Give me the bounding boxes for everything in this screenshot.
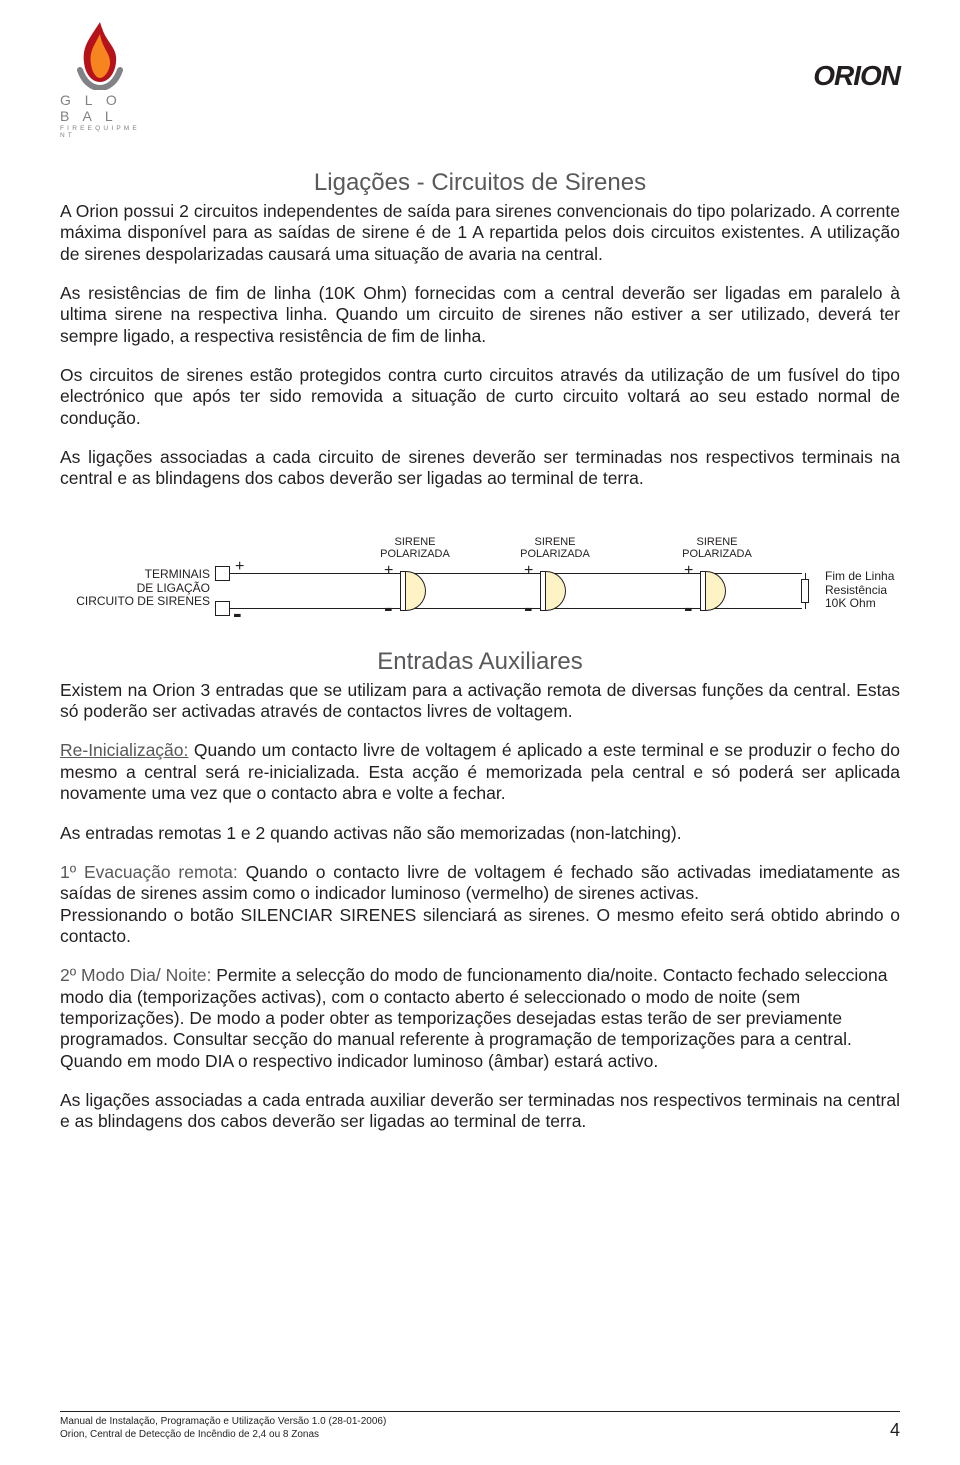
section1-p1: A Orion possui 2 circuitos independentes… [60,201,900,265]
page-footer: Manual de Instalação, Programação e Util… [60,1411,900,1441]
terminal-minus: - [233,598,242,629]
siren-circuit-diagram: TERMINAIS DE LIGAÇÃO CIRCUITO DE SIRENES… [60,508,900,638]
eol-resistor [801,579,809,603]
section2-p1: Existem na Orion 3 entradas que se utili… [60,680,900,723]
siren1-plus: + [384,562,393,580]
section2-p4: 1º Evacuação remota: Quando o contacto l… [60,862,900,947]
footer-line1: Manual de Instalação, Programação e Util… [60,1416,386,1427]
siren2-shape [546,571,566,611]
reinit-head: Re-Inicialização: [60,740,188,760]
eol-label: Fim de Linha Resistência 10K Ohm [825,570,925,611]
daynight-head: 2º Modo Dia/ Noite: [60,965,211,985]
logo-text: G L O B A L [60,92,140,124]
section2-p3: As entradas remotas 1 e 2 quando activas… [60,823,900,844]
siren2-label: SIRENE POLARIZADA [510,536,600,561]
siren2-minus: - [524,592,533,623]
siren2-plus: + [524,562,533,580]
footer-line2: Orion, Central de Detecção de Incêndio d… [60,1429,319,1440]
section2-p6: As ligações associadas a cada entrada au… [60,1090,900,1133]
section1-p4: As ligações associadas a cada circuito d… [60,447,900,490]
siren3-shape [706,571,726,611]
footer-rule [60,1411,900,1412]
terminal-box-minus [215,601,230,616]
section2-title: Entradas Auxiliares [60,648,900,676]
section2-p2: Re-Inicialização: Quando um contacto liv… [60,740,900,804]
page-header: G L O B A L F I R E E Q U I P M E N T OR… [60,20,900,139]
brand-name: ORION [813,60,900,92]
siren1-label: SIRENE POLARIZADA [370,536,460,561]
siren1-shape [406,571,426,611]
resistor-lead-bot [805,603,806,609]
siren3-minus: - [684,592,693,623]
footer-text: Manual de Instalação, Programação e Util… [60,1416,386,1441]
page-number: 4 [890,1420,900,1441]
siren3-plus: + [684,562,693,580]
siren3-label: SIRENE POLARIZADA [672,536,762,561]
evac-head: 1º Evacuação remota: [60,862,238,882]
siren1-minus: - [384,592,393,623]
section2-p5: 2º Modo Dia/ Noite: Permite a selecção d… [60,965,900,1072]
section1-p3: Os circuitos de sirenes estão protegidos… [60,365,900,429]
section1-p2: As resistências de fim de linha (10K Ohm… [60,283,900,347]
terminal-box-plus [215,566,230,581]
section1-title: Ligações - Circuitos de Sirenes [60,169,900,197]
logo-block: G L O B A L F I R E E Q U I P M E N T [60,20,140,139]
terminal-label: TERMINAIS DE LIGAÇÃO CIRCUITO DE SIRENES [40,568,210,609]
flame-icon [72,20,128,90]
logo-subtext: F I R E E Q U I P M E N T [60,125,140,139]
